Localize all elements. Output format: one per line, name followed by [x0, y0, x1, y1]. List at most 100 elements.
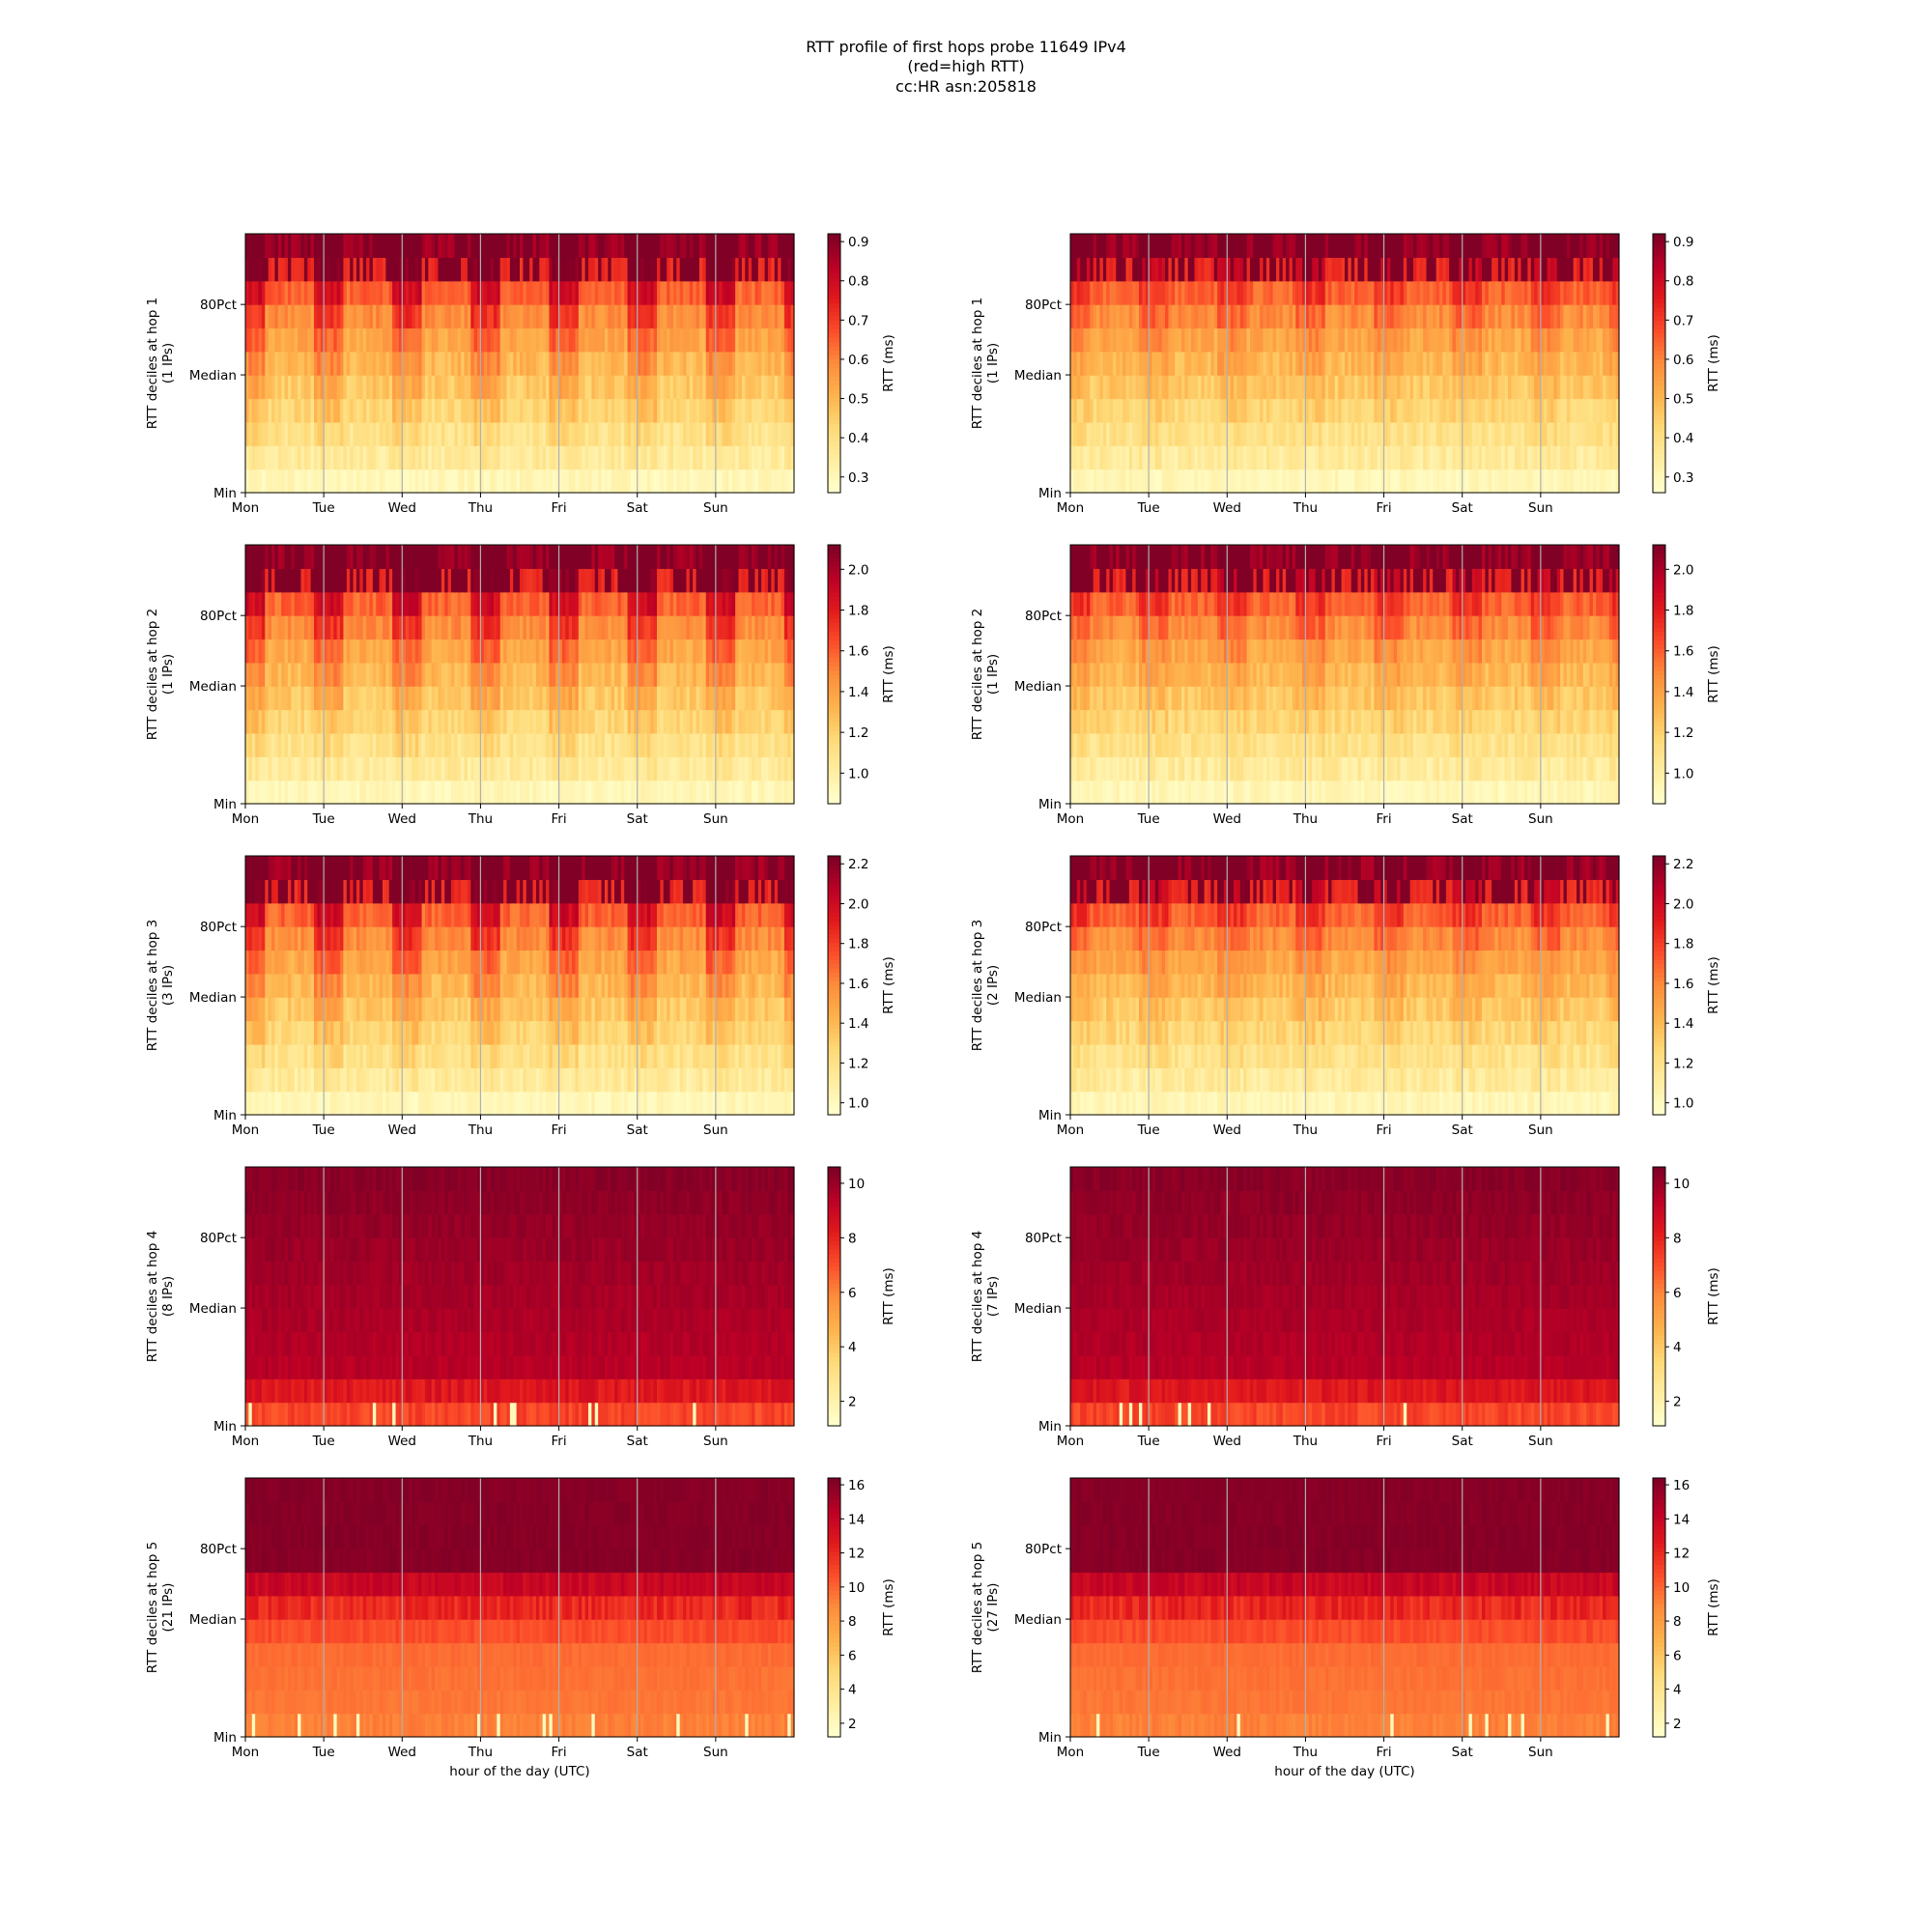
heatmap-cell [536, 399, 540, 423]
heatmap-cell [432, 469, 436, 494]
colorbar-segment [1653, 376, 1665, 381]
colorbar-segment [1653, 346, 1665, 351]
heatmap-cell [1155, 445, 1159, 469]
heatmap-cell [295, 781, 298, 805]
colorbar-segment [1653, 445, 1665, 450]
heatmap-cell [1257, 375, 1261, 399]
heatmap-cell [1188, 445, 1192, 469]
heatmap-cell [363, 686, 367, 710]
colorbar-segment [828, 411, 840, 415]
colorbar-segment [828, 286, 840, 291]
heatmap-cell [330, 663, 334, 687]
heatmap-cell [1293, 375, 1296, 399]
heatmap-cell [1155, 469, 1159, 494]
colorbar-segment [1653, 264, 1665, 269]
heatmap-cell [363, 327, 367, 352]
colorbar-segment [1653, 286, 1665, 291]
heatmap-panels: Mon Tue Wed Thu Fri Sat SunMinMedian80PctRTT d… [145, 234, 1721, 1779]
heatmap-cell [1293, 422, 1296, 446]
heatmap-cell [1394, 234, 1398, 258]
x-tick-label: Mon [1057, 500, 1084, 516]
heatmap-cell [1394, 281, 1398, 305]
heatmap-cell [295, 615, 298, 639]
heatmap-cell [536, 445, 540, 469]
colorbar-segment [1653, 428, 1665, 433]
heatmap-cell [605, 445, 609, 469]
heatmap-cell [742, 375, 746, 399]
heatmap-cell [1430, 257, 1434, 281]
heatmap-cell [1120, 422, 1123, 446]
heatmap-cell [1293, 281, 1296, 305]
colorbar-segment [1653, 298, 1665, 303]
heatmap-cell [1188, 352, 1192, 376]
heatmap-cell [330, 399, 334, 423]
colorbar-segment [828, 355, 840, 359]
heatmap-cell [1188, 281, 1192, 305]
heatmap-cell [1293, 304, 1296, 328]
colorbar-segment [1653, 316, 1665, 321]
heatmap-cell [706, 399, 710, 423]
heatmap-cell [1257, 327, 1261, 352]
colorbar: 0.30.40.50.60.70.80.9RTT (ms) [1653, 234, 1721, 494]
heatmap-cell [742, 352, 746, 376]
heatmap-cell [363, 469, 367, 494]
heatmap-cell [1325, 399, 1329, 423]
heatmap-cell [1257, 445, 1261, 469]
heatmap-cell [1155, 281, 1159, 305]
heatmap-cell [1361, 469, 1365, 494]
y-axis-sublabel: (1 IPs) [985, 343, 1001, 384]
colorbar-segment [828, 260, 840, 265]
colorbar-segment [1653, 363, 1665, 368]
x-tick-label: Thu [1293, 500, 1318, 516]
heatmap-cell [569, 352, 573, 376]
heatmap-cell [500, 568, 504, 592]
heatmap-cell [468, 710, 471, 734]
colorbar-segment [828, 402, 840, 407]
figure-title-line-2: (red=high RTT) [907, 57, 1024, 75]
heatmap-cell [432, 781, 436, 805]
heatmap-cell [363, 568, 367, 592]
heatmap-cell [1120, 234, 1123, 258]
colorbar-tick-label: 0.5 [1673, 392, 1693, 408]
heatmap-cell [1361, 327, 1365, 352]
heatmap-cell [330, 422, 334, 446]
heatmap-cell [1394, 257, 1398, 281]
heatmap-cell [569, 234, 573, 258]
colorbar-segment [828, 449, 840, 454]
colorbar-tick-label: 0.8 [848, 274, 868, 290]
heatmap-cell [1430, 445, 1434, 469]
colorbar-segment [1653, 475, 1665, 480]
heatmap-cell [673, 257, 677, 281]
heatmap-cell [536, 592, 540, 616]
heatmap-cell [1087, 327, 1091, 352]
colorbar-tick-label: 0.7 [848, 313, 868, 328]
colorbar-segment [828, 398, 840, 403]
heatmap-cell [569, 327, 573, 352]
heatmap-cell [1498, 469, 1502, 494]
heatmap-cell [363, 281, 367, 305]
colorbar-segment [1653, 372, 1665, 377]
heatmap-cell [500, 469, 504, 494]
heatmap-cell [468, 686, 471, 710]
heatmap-cell [1531, 327, 1535, 352]
y-tick-label: Median [189, 368, 237, 384]
heatmap-cell [330, 781, 334, 805]
heatmap-cell [363, 615, 367, 639]
colorbar-segment [1653, 398, 1665, 403]
heatmap-cell [468, 304, 471, 328]
heatmap-cell [1155, 352, 1159, 376]
heatmap-cell [1600, 375, 1604, 399]
heatmap-cell [1257, 234, 1261, 258]
heatmap-cell [1257, 469, 1261, 494]
heatmap-cell [262, 399, 266, 423]
heatmap-cell [1293, 234, 1296, 258]
colorbar-segment [828, 419, 840, 424]
heatmap-cell [1531, 352, 1535, 376]
y-axis-label: RTT deciles at hop 1 [970, 298, 985, 430]
heatmap-cell [673, 422, 677, 446]
heatmap-cell [262, 756, 266, 781]
heatmap-cell [1531, 304, 1535, 328]
colorbar-segment [1653, 367, 1665, 372]
